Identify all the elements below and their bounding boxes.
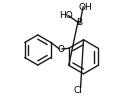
Text: HO: HO	[60, 11, 73, 20]
Text: O: O	[57, 44, 64, 54]
Text: B: B	[76, 18, 82, 27]
Text: Cl: Cl	[74, 86, 83, 95]
Text: OH: OH	[78, 3, 92, 12]
